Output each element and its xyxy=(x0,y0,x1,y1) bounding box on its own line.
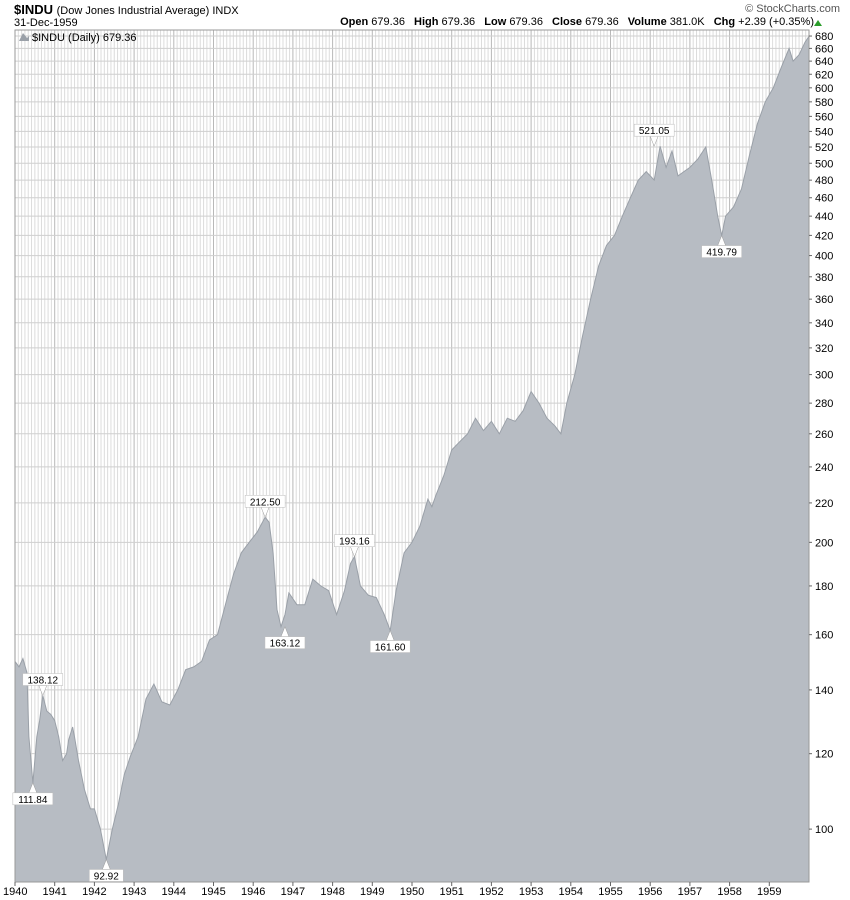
y-tick-label: 540 xyxy=(815,126,833,138)
price-area xyxy=(14,34,810,883)
x-tick-label: 1951 xyxy=(439,886,463,898)
x-tick-label: 1943 xyxy=(122,886,146,898)
annotation-label: 111.84 xyxy=(18,795,48,806)
x-tick-label: 1953 xyxy=(519,886,543,898)
annotations: 138.12 111.84 92.92 212.50 163.12 193.16 161.6… xyxy=(12,123,742,882)
x-tick-label: 1947 xyxy=(281,886,305,898)
high-label: High xyxy=(414,16,439,28)
annotation-label: 163.12 xyxy=(270,639,301,650)
y-tick-label: 580 xyxy=(815,97,833,109)
annotation-pointer xyxy=(350,546,359,558)
x-tick-label: 1944 xyxy=(162,886,186,898)
chg-value: +2.39 (+0.35%) xyxy=(738,16,814,28)
x-tick-label: 1950 xyxy=(400,886,424,898)
annotation-pointer xyxy=(260,507,270,518)
y-tick-label: 480 xyxy=(815,175,833,187)
y-tick-label: 280 xyxy=(815,398,833,410)
y-tick-label: 320 xyxy=(815,343,833,355)
y-axis: 100 120 140 160 180 200 220 240 260 280 300 320 340 3… xyxy=(809,31,833,836)
annotation-box xyxy=(369,640,411,653)
y-tick-label: 460 xyxy=(815,193,833,205)
annotation-box xyxy=(334,534,375,547)
symbol-name: (Dow Jones Industrial Average) INDX xyxy=(56,5,239,17)
chg-label: Chg xyxy=(713,16,736,28)
x-axis: 1940 1941 1942 1943 1944 1945 1946 1947 1948 1949… xyxy=(3,882,782,898)
x-tick-label: 1942 xyxy=(82,886,106,898)
x-tick-label: 1957 xyxy=(678,886,702,898)
symbol-title: $INDU (Dow Jones Industrial Average) IND… xyxy=(14,2,239,17)
x-tick-label: 1958 xyxy=(717,886,741,898)
y-tick-label: 100 xyxy=(815,824,833,836)
y-tick-label: 140 xyxy=(815,685,833,697)
y-tick-label: 180 xyxy=(815,581,833,593)
y-tick-label: 220 xyxy=(815,498,833,510)
y-tick-label: 200 xyxy=(815,537,833,549)
x-tick-label: 1954 xyxy=(559,886,583,898)
annotation-pointer xyxy=(38,685,48,697)
x-tick-label: 1940 xyxy=(3,886,27,898)
y-tick-label: 560 xyxy=(815,111,833,123)
y-tick-label: 360 xyxy=(815,294,833,306)
x-tick-label: 1945 xyxy=(201,886,225,898)
x-tick-label: 1941 xyxy=(42,886,66,898)
volume-label: Volume xyxy=(627,16,667,28)
y-tick-label: 340 xyxy=(815,318,833,330)
y-tick-label: 660 xyxy=(815,43,833,55)
low-label: Low xyxy=(484,16,507,28)
annotation-box xyxy=(12,792,54,806)
x-tick-label: 1952 xyxy=(479,886,503,898)
annotation-label: 138.12 xyxy=(27,676,58,687)
quote-summary: Open 679.36 High 679.36 Low 679.36 Close… xyxy=(340,16,814,28)
y-tick-label: 600 xyxy=(815,83,833,95)
legend: $INDU (Daily) 679.36 xyxy=(19,32,137,44)
y-tick-label: 160 xyxy=(815,630,833,642)
y-tick-label: 300 xyxy=(815,370,833,382)
y-tick-label: 640 xyxy=(815,56,833,68)
x-tick-label: 1946 xyxy=(241,886,265,898)
annotation-label: 161.60 xyxy=(375,643,406,654)
open-label: Open xyxy=(340,16,369,28)
y-tick-label: 240 xyxy=(815,462,833,474)
y-tick-label: 440 xyxy=(815,211,833,223)
annotation-box xyxy=(264,636,306,649)
annotation-label: 193.16 xyxy=(339,537,370,548)
high-value: 679.36 xyxy=(441,16,476,28)
close-label: Close xyxy=(552,16,582,28)
annotation-box xyxy=(701,245,742,258)
open-value: 679.36 xyxy=(371,16,405,28)
quote-date: 31-Dec-1959 xyxy=(14,17,78,29)
annotation-box xyxy=(22,673,64,686)
x-tick-label: 1956 xyxy=(638,886,662,898)
y-tick-label: 520 xyxy=(815,142,833,154)
y-tick-label: 260 xyxy=(815,429,833,441)
annotation-label: 212.50 xyxy=(250,497,281,508)
annotation-label: 419.79 xyxy=(706,248,737,259)
brand-logo[interactable]: © StockCharts.com xyxy=(745,3,840,15)
x-tick-label: 1959 xyxy=(757,886,781,898)
y-tick-label: 680 xyxy=(815,31,833,43)
annotation-label: 92.92 xyxy=(94,871,119,882)
y-tick-label: 400 xyxy=(815,251,833,263)
annotation-box xyxy=(89,869,124,882)
chart-header: $INDU (Dow Jones Industrial Average) IND… xyxy=(0,0,850,30)
y-tick-label: 420 xyxy=(815,230,833,242)
up-arrow-icon xyxy=(814,20,822,26)
annotation-label: 521.05 xyxy=(639,126,670,137)
x-tick-label: 1955 xyxy=(598,886,622,898)
y-tick-label: 500 xyxy=(815,158,833,170)
low-value: 679.36 xyxy=(509,16,543,28)
annotation-box xyxy=(244,495,286,508)
legend-text: $INDU (Daily) 679.36 xyxy=(32,32,137,44)
volume-value: 381.0K xyxy=(669,16,705,28)
x-tick-label: 1948 xyxy=(320,886,344,898)
annotation-box xyxy=(633,123,675,137)
close-value: 679.36 xyxy=(585,16,619,28)
y-tick-label: 120 xyxy=(815,749,833,761)
legend-area-icon xyxy=(19,33,29,41)
x-tick-label: 1949 xyxy=(360,886,384,898)
symbol-ticker: $INDU xyxy=(14,2,54,17)
y-tick-label: 380 xyxy=(815,272,833,284)
y-tick-label: 620 xyxy=(815,69,833,81)
